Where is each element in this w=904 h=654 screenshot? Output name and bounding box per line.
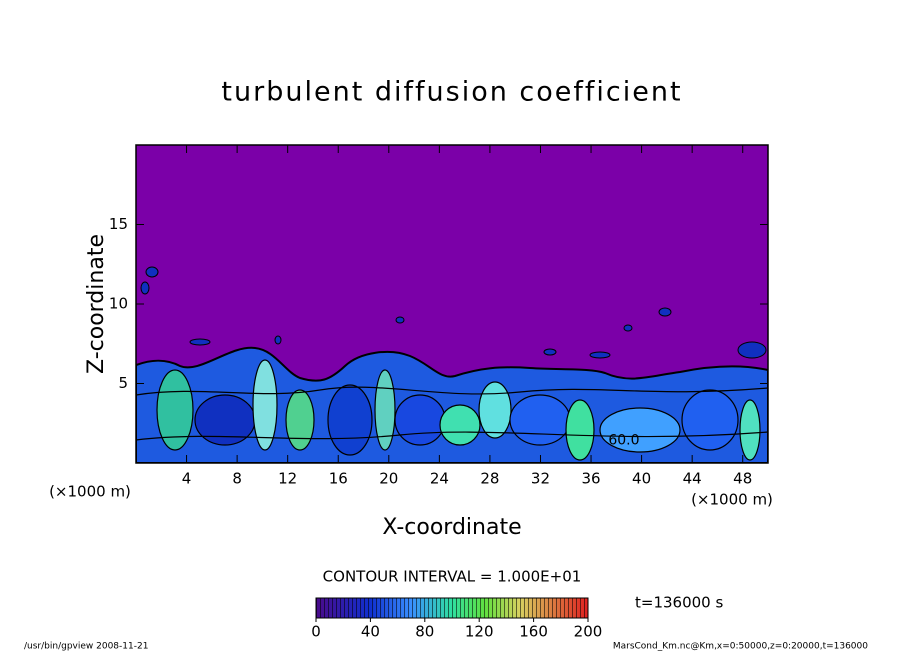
colorbar-tick-label: 160 [519, 623, 548, 641]
colorbar-frame [315, 597, 589, 619]
y-tick-label: 15 [109, 215, 128, 233]
contour-interval: CONTOUR INTERVAL = 1.000E+01 [323, 568, 582, 586]
x-axis-label: X-coordinate [382, 515, 521, 540]
time-label: t=136000 s [635, 594, 723, 612]
x-tick-label: 44 [683, 470, 702, 488]
contour-label: 60.0 [608, 433, 639, 449]
y-tick-label: 10 [109, 295, 128, 313]
x-unit-label: (×1000 m) [691, 491, 773, 509]
x-tick-label: 16 [329, 470, 348, 488]
colorbar-tick-label: 200 [574, 623, 603, 641]
colorbar-tick-label: 40 [361, 623, 380, 641]
layer-structures [136, 359, 768, 461]
footer-left: /usr/bin/gpview 2008-11-21 [24, 642, 148, 652]
x-tick-label: 32 [531, 470, 550, 488]
contour-field [136, 145, 768, 463]
y-tick-label: 5 [118, 374, 128, 392]
y-axis-label: Z-coordinate [84, 234, 109, 374]
x-tick-label: 40 [632, 470, 651, 488]
x-tick-label: 12 [278, 470, 297, 488]
x-tick-label: 8 [232, 470, 242, 488]
x-tick-label: 4 [182, 470, 192, 488]
x-tick-label: 28 [480, 470, 499, 488]
colorbar-tick-label: 0 [311, 623, 321, 641]
colorbar-tick-label: 120 [465, 623, 494, 641]
upper-blobs [140, 266, 767, 359]
x-tick-label: 48 [733, 470, 752, 488]
chart-title: turbulent diffusion coefficient [221, 77, 682, 108]
x-tick-label: 36 [581, 470, 600, 488]
colorbar-tick-label: 80 [415, 623, 434, 641]
x-unit-label: (×1000 m) [49, 483, 131, 501]
x-tick-label: 24 [430, 470, 449, 488]
footer-right: MarsCond_Km.nc@Km,x=0:50000,z=0:20000,t=… [613, 642, 868, 652]
x-tick-label: 20 [379, 470, 398, 488]
